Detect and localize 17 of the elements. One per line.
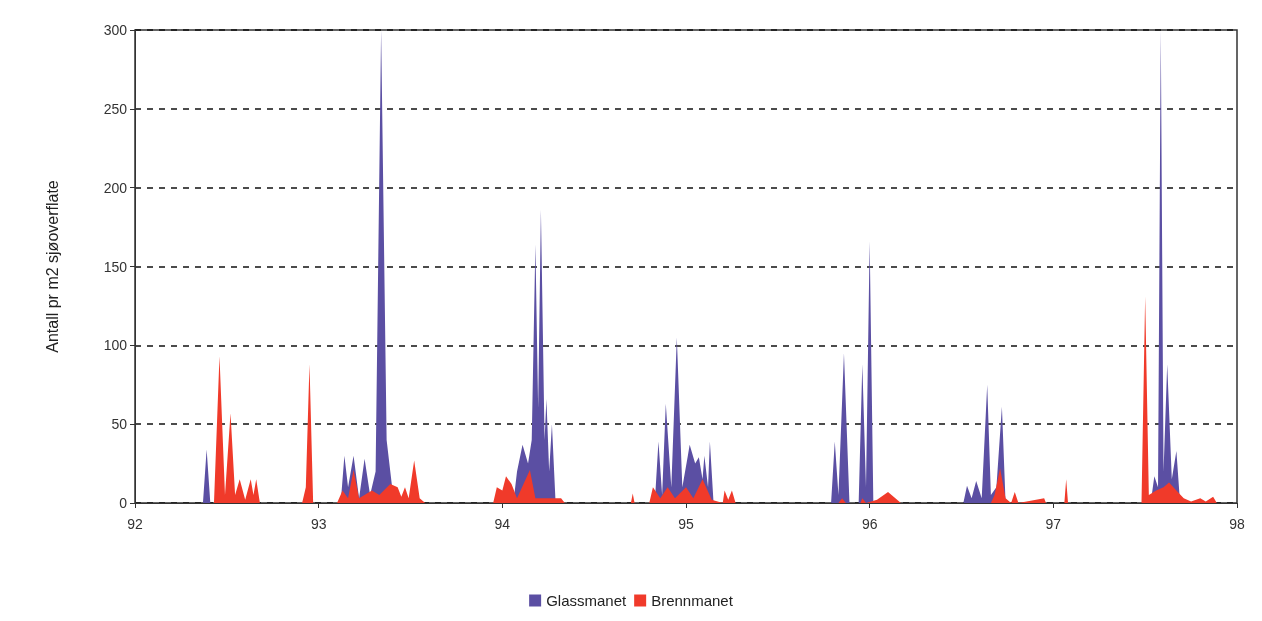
legend-label: Glassmanet xyxy=(546,592,627,609)
y-tick-label: 50 xyxy=(111,416,128,433)
x-tick-label: 98 xyxy=(1229,516,1245,532)
legend-label: Brennmanet xyxy=(651,592,734,609)
x-tick-label: 95 xyxy=(678,516,694,532)
x-tick-label: 96 xyxy=(861,516,878,532)
y-tick-label: 100 xyxy=(103,337,128,354)
y-axis-title: Antall pr m2 sjøoverflate xyxy=(43,180,61,353)
y-tick-label: 300 xyxy=(103,22,128,38)
x-tick-label: 92 xyxy=(127,516,143,532)
y-tick-label: 0 xyxy=(119,495,128,511)
y-tick-label: 200 xyxy=(103,179,128,196)
x-tick-label: 97 xyxy=(1045,516,1062,532)
y-tick-label: 250 xyxy=(103,100,128,117)
x-tick-label: 93 xyxy=(310,516,327,532)
x-tick-label: 94 xyxy=(494,516,511,532)
y-tick-label: 150 xyxy=(103,258,128,275)
